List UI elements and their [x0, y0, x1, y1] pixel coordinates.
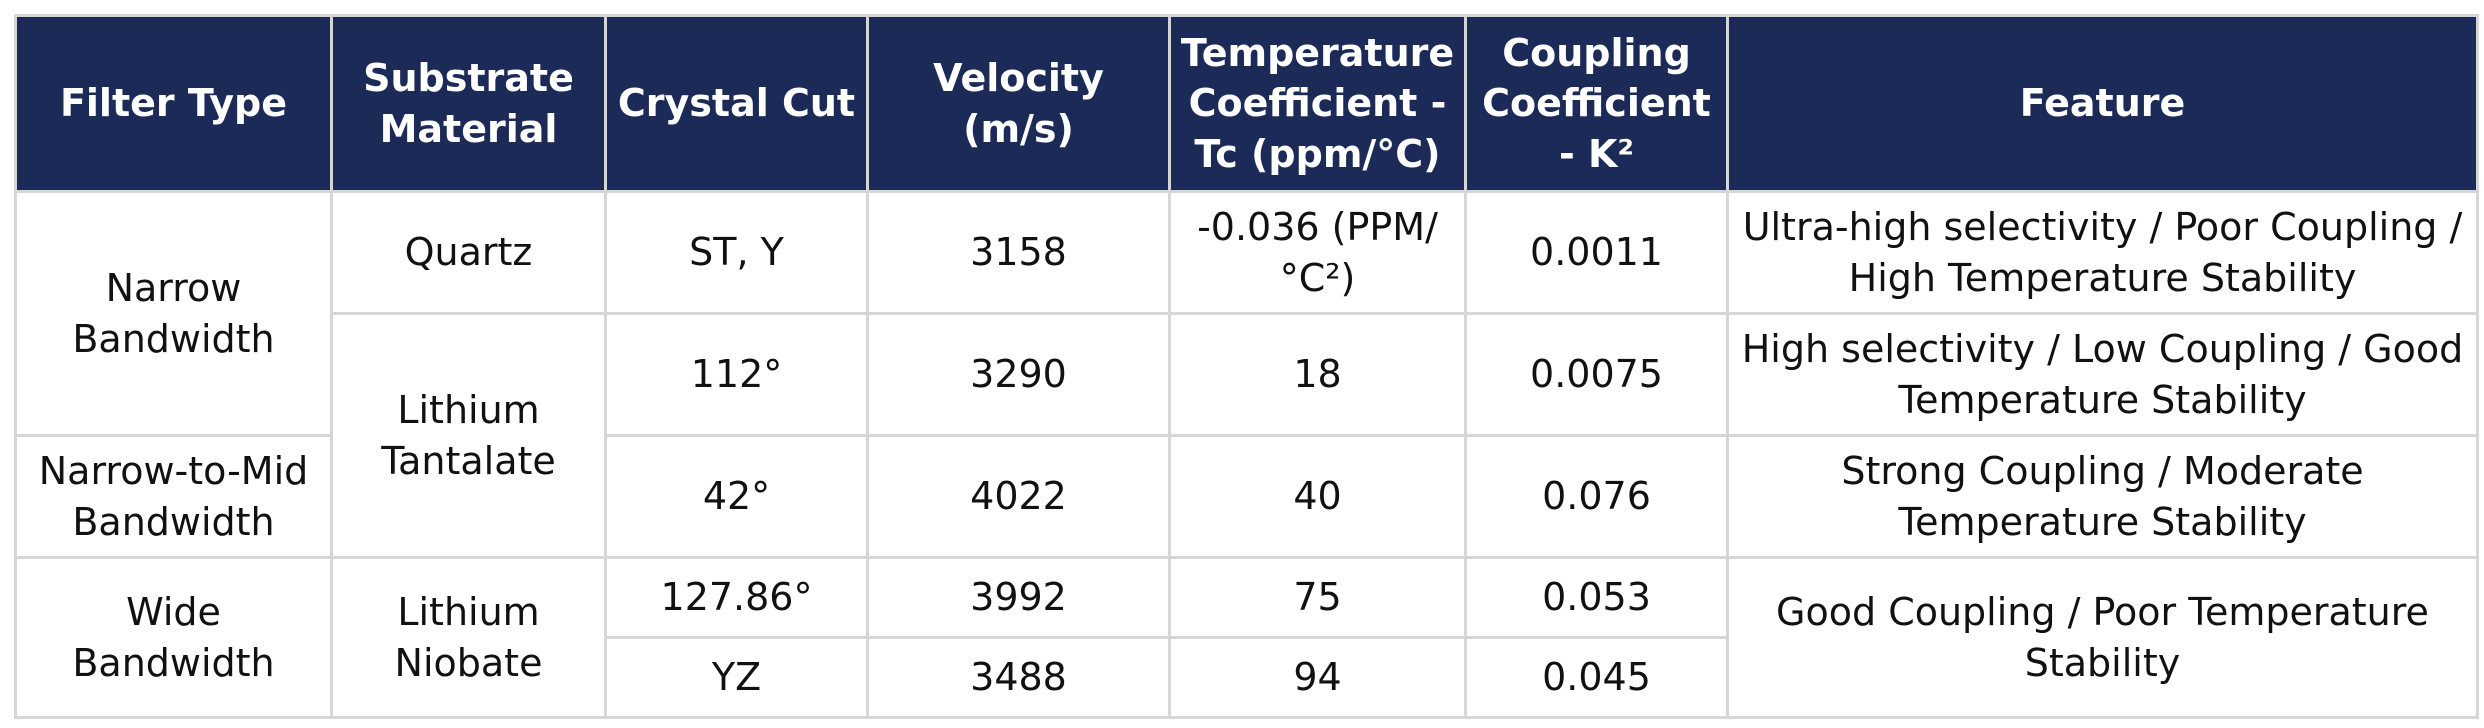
header-substrate-material: Substrate Material	[330, 14, 607, 193]
table-row: Wide Bandwidth Lithium Niobate 127.86° 3…	[14, 556, 2479, 719]
feature-cell: Good Coupling / Poor Temperature Stabili…	[1726, 556, 2479, 719]
crystal-cut-cell: YZ	[604, 636, 869, 719]
header-crystal-cut: Crystal Cut	[604, 14, 869, 193]
filter-type-narrow: Narrow Bandwidth	[14, 190, 333, 437]
filter-type-wide: Wide Bandwidth	[14, 556, 333, 719]
substrate-quartz: Quartz	[330, 190, 607, 315]
crystal-cut-cell: 42°	[604, 434, 869, 559]
coupling-coefficient-cell: 0.053	[1464, 556, 1729, 639]
coupling-coefficient-cell: 0.045	[1464, 636, 1729, 719]
table-row: Narrow-to-Mid Bandwidth 42° 4022 40 0.07…	[14, 434, 2479, 559]
velocity-cell: 3158	[866, 190, 1171, 315]
temperature-coefficient-cell: 94	[1168, 636, 1467, 719]
feature-cell: Strong Coupling / Moderate Temperature S…	[1726, 434, 2479, 559]
velocity-cell: 3992	[866, 556, 1171, 639]
header-temperature-coefficient: Temperature Coefficient - Tc (ppm/°C)	[1168, 14, 1467, 193]
table-body: Narrow Bandwidth Quartz ST, Y 3158 -0.03…	[14, 190, 2479, 719]
temperature-coefficient-cell: 18	[1168, 312, 1467, 437]
coupling-coefficient-cell: 0.0011	[1464, 190, 1729, 315]
crystal-cut-cell: ST, Y	[604, 190, 869, 315]
substrate-lithium-tantalate: Lithium Tantalate	[330, 312, 607, 559]
velocity-cell: 4022	[866, 434, 1171, 559]
crystal-cut-cell: 112°	[604, 312, 869, 437]
coupling-coefficient-cell: 0.0075	[1464, 312, 1729, 437]
velocity-cell: 3488	[866, 636, 1171, 719]
header-filter-type: Filter Type	[14, 14, 333, 193]
filter-type-narrow-to-mid: Narrow-to-Mid Bandwidth	[14, 434, 333, 559]
header-velocity: Velocity (m/s)	[866, 14, 1171, 193]
temperature-coefficient-cell: 40	[1168, 434, 1467, 559]
table-row: Lithium Tantalate 112° 3290 18 0.0075 Hi…	[16, 312, 2479, 559]
header-coupling-coefficient: Coupling Coefficient - K²	[1464, 14, 1729, 193]
velocity-cell: 3290	[866, 312, 1171, 437]
saw-filter-comparison-table: Filter Type Substrate Material Crystal C…	[14, 14, 2479, 719]
table-row: YZ 3488 94 0.045	[16, 636, 2478, 719]
header-row: Filter Type Substrate Material Crystal C…	[14, 14, 2479, 193]
substrate-lithium-niobate: Lithium Niobate	[330, 556, 607, 719]
table-header: Filter Type Substrate Material Crystal C…	[14, 14, 2479, 193]
coupling-coefficient-cell: 0.076	[1464, 434, 1729, 559]
table-row: Narrow Bandwidth Quartz ST, Y 3158 -0.03…	[14, 190, 2479, 437]
temperature-coefficient-cell: 75	[1168, 556, 1467, 639]
crystal-cut-cell: 127.86°	[604, 556, 869, 639]
temperature-coefficient-cell: -0.036 (PPM/°C²)	[1168, 190, 1467, 315]
header-feature: Feature	[1726, 14, 2479, 193]
feature-cell: Ultra-high selectivity / Poor Coupling /…	[1726, 190, 2479, 315]
feature-cell: High selectivity / Low Coupling / Good T…	[1726, 312, 2479, 437]
